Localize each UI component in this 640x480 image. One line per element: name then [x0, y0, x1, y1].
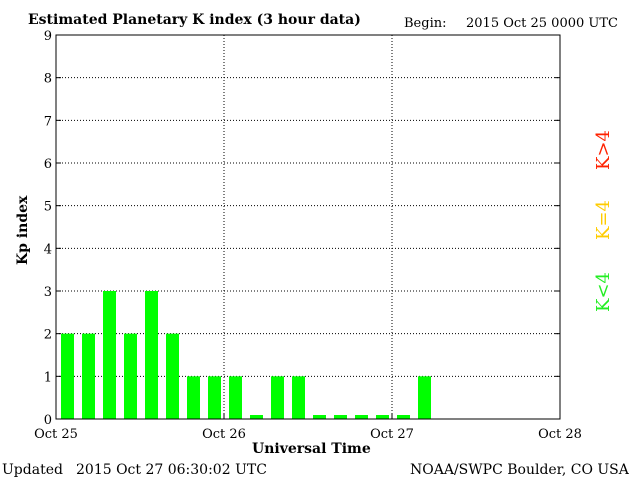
kp-bar	[82, 333, 95, 419]
y-axis-ticks: 0 1 2 3 4 5 6 7 8 9	[44, 29, 560, 428]
kp-bar	[208, 376, 221, 419]
y-tick-label: 8	[44, 72, 52, 87]
y-tick-label: 1	[44, 370, 52, 385]
kp-bar	[355, 415, 368, 419]
kp-bar	[334, 415, 347, 419]
y-tick-label: 2	[44, 328, 52, 343]
credit-text: NOAA/SWPC Boulder, CO USA	[410, 462, 630, 478]
x-tick-label: Oct 28	[538, 427, 582, 442]
kp-bar	[376, 415, 389, 419]
x-tick-label: Oct 27	[370, 427, 414, 442]
kp-bar	[271, 376, 284, 419]
bar-series	[61, 291, 431, 419]
kp-bar	[229, 376, 242, 419]
begin-label: Begin:	[404, 16, 446, 31]
updated-label: Updated	[2, 462, 63, 478]
kp-bar	[397, 415, 410, 419]
y-tick-label: 0	[44, 413, 52, 428]
x-tick-label: Oct 26	[202, 427, 246, 442]
kp-bar	[418, 376, 431, 419]
legend-k-above-4: K>4	[593, 130, 614, 170]
y-tick-label: 9	[44, 29, 52, 44]
kp-bar	[187, 376, 200, 419]
updated-value: 2015 Oct 27 06:30:02 UTC	[76, 462, 267, 478]
kp-bar	[103, 291, 116, 419]
begin-value: 2015 Oct 25 0000 UTC	[466, 16, 618, 31]
y-tick-label: 4	[44, 242, 52, 257]
kp-bar	[145, 291, 158, 419]
kp-bar	[124, 333, 137, 419]
x-axis-ticks: Oct 25 Oct 26 Oct 27 Oct 28	[34, 413, 582, 442]
legend-k-below-4: K<4	[593, 272, 614, 312]
x-tick-label: Oct 25	[34, 427, 78, 442]
grid-lines	[56, 35, 560, 419]
chart-title: Estimated Planetary K index (3 hour data…	[28, 12, 361, 28]
plot-frame	[55, 34, 561, 420]
y-tick-label: 3	[44, 285, 52, 300]
x-axis-label: Universal Time	[252, 441, 371, 457]
kp-bar	[166, 333, 179, 419]
legend-k-equal-4: K=4	[593, 200, 614, 240]
y-tick-label: 5	[44, 200, 52, 215]
kp-bar	[61, 333, 74, 419]
kp-bar	[313, 415, 326, 419]
y-axis-label: Kp index	[15, 195, 31, 265]
y-tick-label: 6	[44, 157, 52, 172]
kp-bar	[292, 376, 305, 419]
kp-bar	[250, 415, 263, 419]
y-tick-label: 7	[44, 114, 52, 129]
